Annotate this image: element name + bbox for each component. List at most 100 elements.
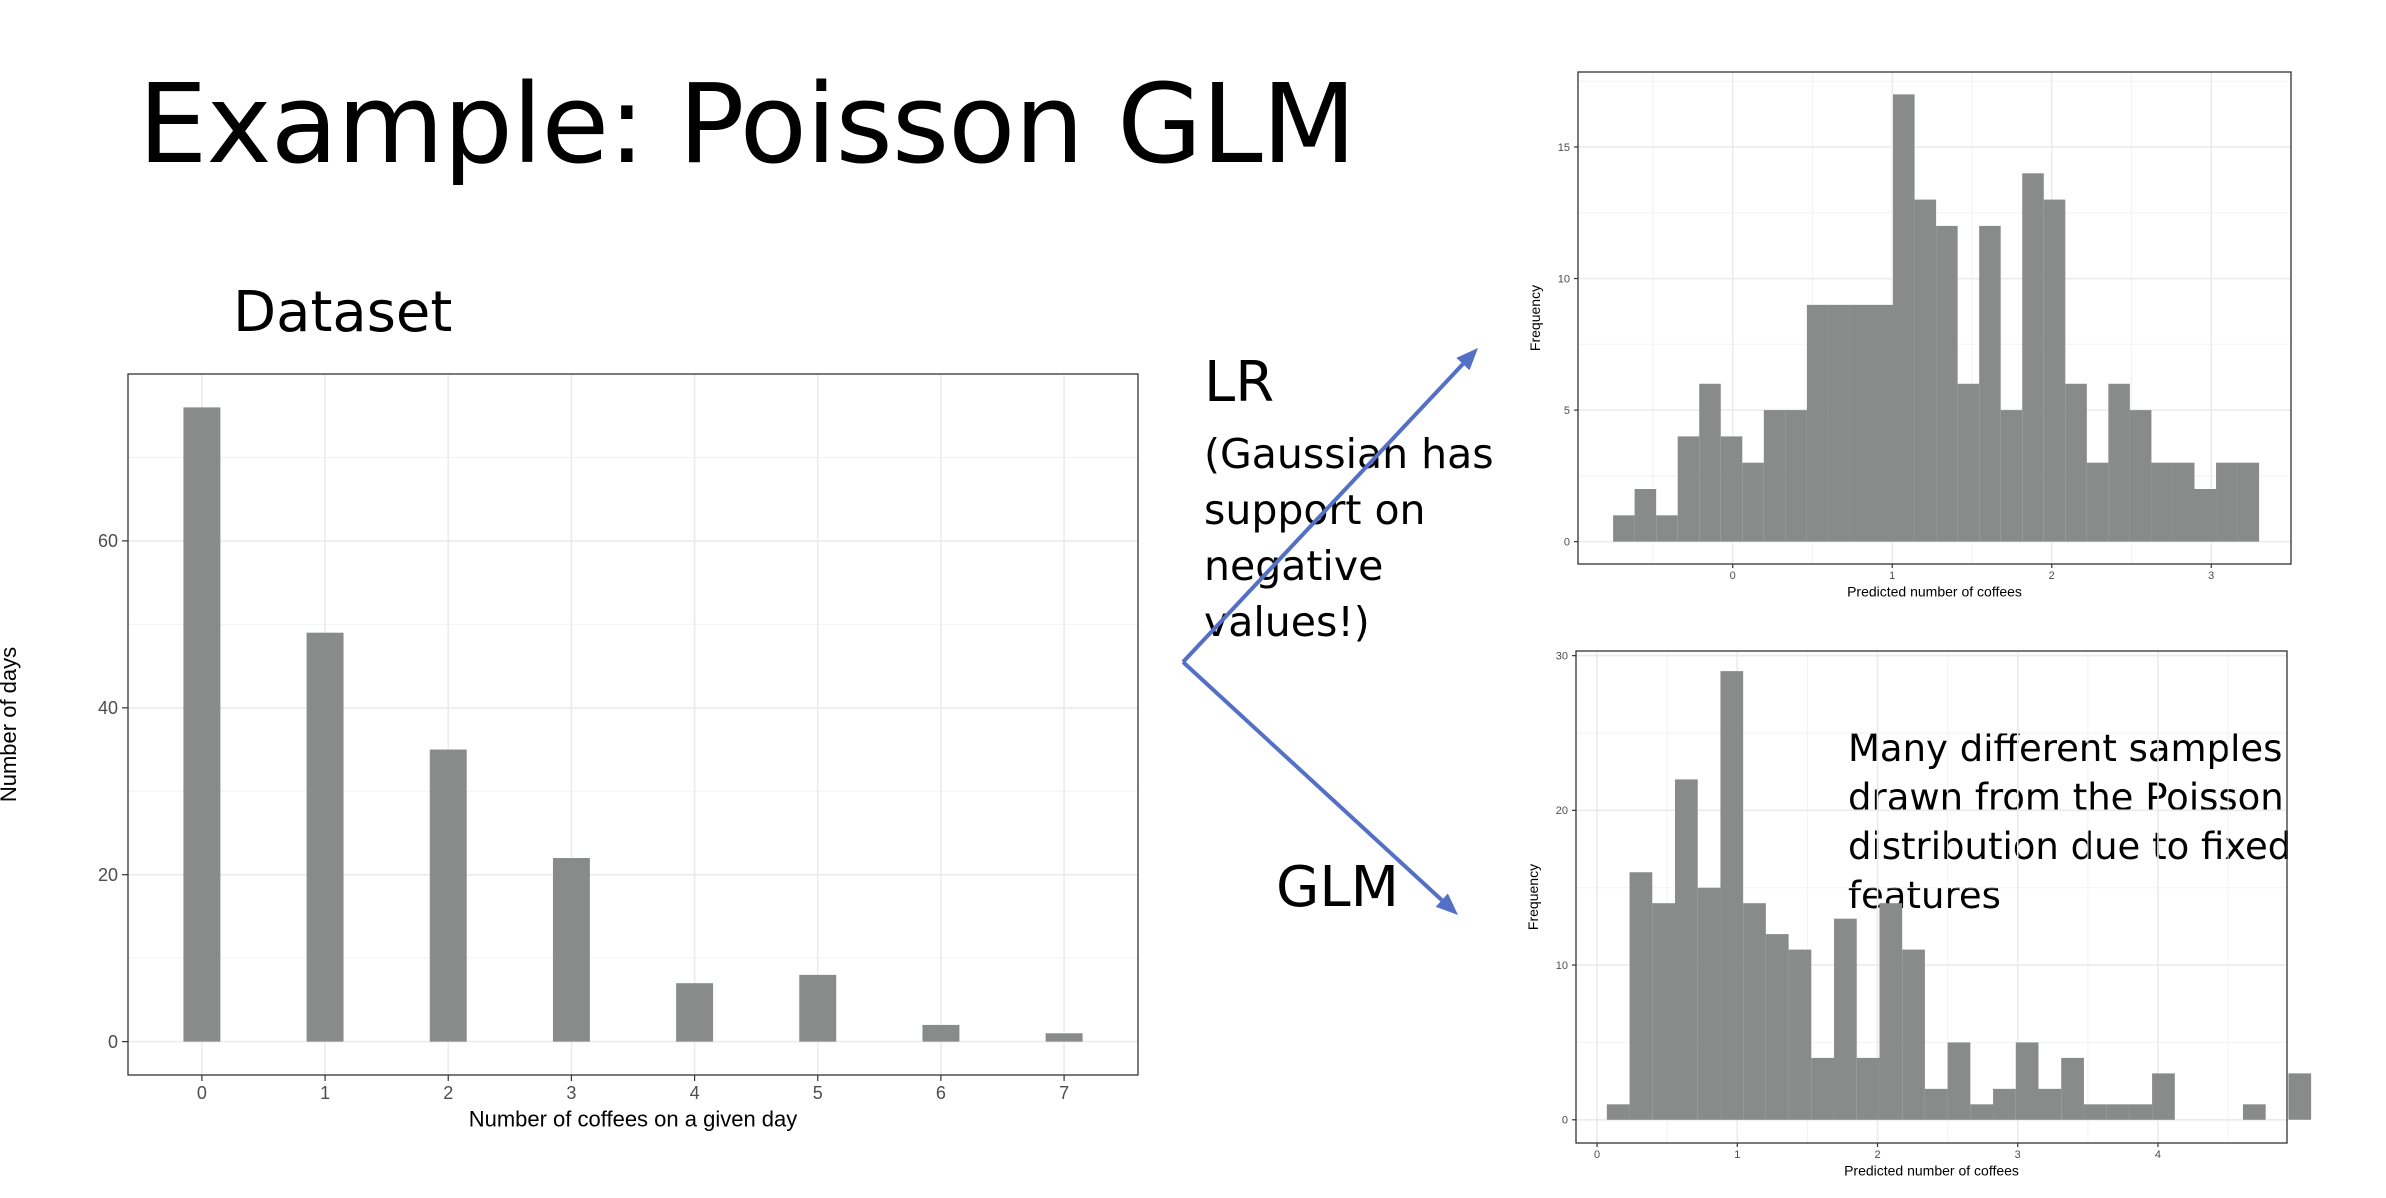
x-tick-label: 4 (690, 1083, 700, 1103)
y-tick-label: 5 (1564, 405, 1570, 417)
bar (799, 974, 837, 1042)
lr-arrow-line (1181, 362, 1465, 664)
y-tick-label: 60 (98, 531, 118, 551)
histogram-bar (1720, 671, 1744, 1120)
histogram-bar (1675, 779, 1698, 1120)
x-tick-label: 0 (1730, 570, 1736, 582)
y-tick-label: 0 (1564, 536, 1570, 548)
histogram-bar (2106, 1104, 2130, 1120)
histogram-bar (1947, 1042, 1971, 1120)
histogram-bar (2129, 410, 2152, 542)
bar (676, 983, 714, 1042)
lr-note: (Gaussian has support on negative values… (1204, 430, 1494, 646)
histogram-bar (2216, 462, 2238, 542)
x-tick-label: 6 (936, 1083, 946, 1103)
histogram-bar (2086, 462, 2109, 542)
histogram-bar (1742, 462, 1764, 542)
lr-arrow-head (1456, 348, 1478, 371)
histogram-bar (1634, 489, 1657, 542)
histogram-bar (1871, 304, 1894, 542)
y-tick-label: 10 (1556, 960, 1568, 972)
histogram-bar (1811, 1057, 1835, 1120)
y-tick-label: 15 (1558, 142, 1570, 154)
histogram-bar (1743, 903, 1766, 1120)
histogram-bar (1720, 436, 1743, 542)
y-axis-title: Frequency (1527, 285, 1543, 351)
histogram-bar (2108, 383, 2130, 542)
x-tick-label: 3 (566, 1083, 576, 1103)
histogram-bar (1652, 903, 1676, 1120)
x-tick-label: 2 (443, 1083, 453, 1103)
glm-arrow-head (1435, 893, 1458, 915)
histogram-bar (1849, 304, 1872, 542)
panel-border (1577, 71, 2292, 565)
x-tick-label: 5 (813, 1083, 823, 1103)
histogram-bar (2172, 462, 2195, 542)
histogram-bar (2151, 462, 2173, 542)
histogram-bar (2000, 410, 2023, 542)
histogram-bar (1788, 949, 1812, 1120)
histogram-bar (1970, 1104, 1994, 1120)
histogram-bar (2022, 173, 2044, 542)
bar (552, 858, 590, 1042)
histogram-bar (1806, 304, 1829, 542)
histogram-bar (1613, 515, 1635, 542)
y-tick-label: 30 (1556, 650, 1568, 662)
histogram-bar (2152, 1073, 2175, 1120)
y-tick-label: 10 (1558, 273, 1570, 285)
y-axis-title: Frequency (1525, 864, 1541, 930)
x-tick-label: 4 (2155, 1149, 2161, 1161)
histogram-bar (1765, 934, 1789, 1120)
histogram-bar (2242, 1104, 2266, 1120)
x-tick-label: 7 (1059, 1083, 1069, 1103)
histogram-bar (2038, 1088, 2062, 1120)
histogram-bar (1902, 949, 1925, 1120)
x-tick-label: 0 (197, 1083, 207, 1103)
histogram-bar (2237, 462, 2260, 542)
histogram-bar (1699, 383, 1721, 542)
histogram-bar (2194, 489, 2217, 542)
bar (183, 407, 221, 1042)
histogram-bar (2129, 1104, 2153, 1120)
slide-title: Example: Poisson GLM (138, 60, 1357, 188)
histogram-bar (1957, 383, 1980, 542)
histogram-bar (2288, 1073, 2312, 1120)
histogram-bar (1763, 410, 1786, 542)
x-axis-title: Predicted number of coffees (1847, 584, 2022, 600)
histogram-bar (2015, 1042, 2039, 1120)
x-tick-label: 3 (2015, 1149, 2021, 1161)
histogram-bar (1979, 225, 2001, 542)
histogram-bar (1993, 1088, 2016, 1120)
samples-note: Many different samples drawn from the Po… (1848, 727, 2292, 917)
y-tick-label: 0 (1562, 1115, 1568, 1127)
histogram-bar (1936, 225, 1958, 542)
histogram-bar (1914, 199, 1937, 542)
bar (429, 749, 467, 1042)
histogram-bar (1629, 872, 1653, 1120)
histogram-bar (1677, 436, 1700, 542)
x-axis-title: Predicted number of coffees (1844, 1163, 2019, 1179)
x-tick-label: 1 (1889, 570, 1895, 582)
y-tick-label: 20 (1556, 805, 1568, 817)
glm-arrow-line (1181, 660, 1444, 902)
y-tick-label: 0 (108, 1032, 118, 1052)
histogram-bar (1834, 918, 1857, 1120)
x-axis-title: Number of coffees on a given day (469, 1107, 798, 1132)
panel-border (127, 373, 1139, 1076)
y-axis-title: Number of days (0, 647, 21, 802)
lr-label: LR (1204, 350, 1275, 415)
histogram-bar (2083, 1104, 2107, 1120)
x-tick-label: 2 (2049, 570, 2055, 582)
histogram-bar (2043, 199, 2066, 542)
histogram-bar (1893, 94, 1915, 542)
histogram-bar (2065, 383, 2087, 542)
histogram-bar (1606, 1104, 1630, 1120)
histogram-bar (1879, 903, 1903, 1120)
histogram-bar (1856, 1057, 1880, 1120)
dataset-label: Dataset (233, 280, 453, 345)
x-tick-label: 3 (2208, 570, 2214, 582)
